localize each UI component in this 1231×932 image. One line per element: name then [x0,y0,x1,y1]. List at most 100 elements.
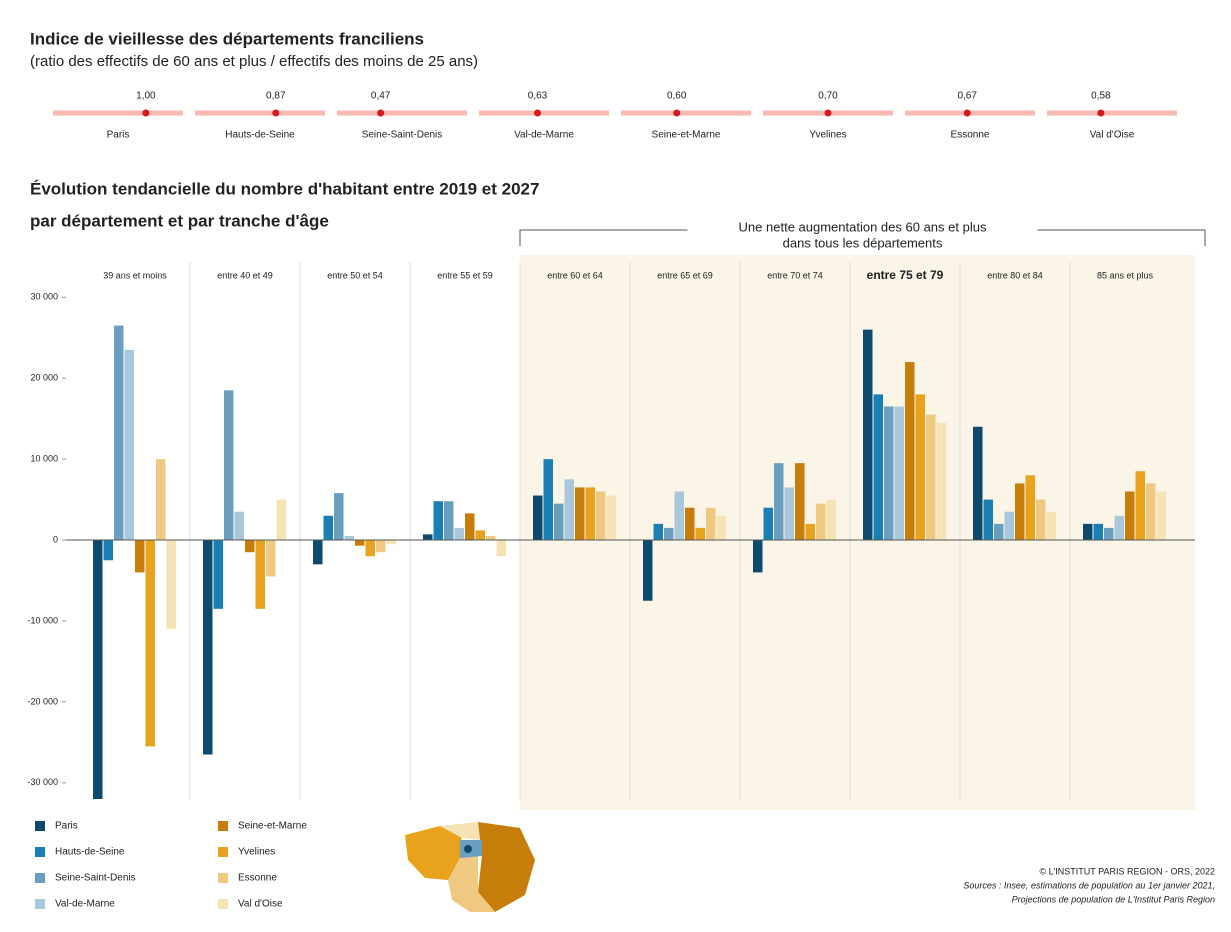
bar [763,507,773,541]
bar [323,515,333,541]
bar [444,501,454,541]
bar [1114,515,1124,541]
map-essonne [448,856,495,912]
legend-label: Seine-et-Marne [238,821,307,832]
bar [596,491,606,541]
bar [1146,483,1156,541]
dot [142,109,150,117]
bar [706,507,716,541]
category-label: Val d'Oise [1090,130,1135,141]
y-tick-label: 20 000 [30,373,58,383]
bar [905,362,915,541]
bar [255,540,265,609]
category-label: 39 ans et moins [103,270,167,280]
bar [1093,523,1103,541]
dot [377,109,385,117]
title: Indice de vieillesse des départements fr… [30,29,424,48]
shaded-area [520,255,1195,810]
category-label: Essonne [951,130,990,141]
annotation: dans tous les départements [783,235,943,250]
annotation: Une nette augmentation des 60 ans et plu… [739,219,987,234]
bar [234,511,244,541]
bar [863,329,873,541]
bar [533,495,543,541]
source: © L'INSTITUT PARIS REGION - ORS, 2022 [1039,866,1215,876]
legend-swatch [218,873,228,883]
bar [156,459,166,541]
bar [1025,475,1035,541]
legend-label: Hauts-de-Seine [55,847,125,858]
subtitle: (ratio des effectifs de 60 ans et plus /… [30,53,478,70]
category-label: entre 80 et 84 [987,270,1043,280]
source: Projections de population de L'Institut … [1012,894,1215,904]
bar [564,479,574,541]
bar [894,406,904,541]
category-label: entre 40 et 49 [217,270,273,280]
legend-swatch [218,821,228,831]
bar [423,534,433,541]
map-paris [464,845,472,853]
dot [534,109,541,117]
value-label: 0,60 [667,91,687,102]
legend-label: Seine-Saint-Denis [55,873,136,884]
category-label: Yvelines [809,130,846,141]
legend-swatch [35,847,45,857]
bar [166,540,176,630]
map-yvelines [405,826,462,880]
bar [716,515,726,541]
y-tick-label: -30 000 [27,777,58,787]
bar [805,523,815,541]
bar [365,540,375,557]
category-label: Hauts-de-Seine [225,130,295,141]
chart-title: Évolution tendancielle du nombre d'habit… [30,179,539,198]
bar [1036,499,1046,541]
bar [1156,491,1166,541]
bar [313,540,323,565]
bar [915,394,925,541]
annotation-bg [687,220,1038,252]
bar [114,325,124,541]
bar [496,540,506,557]
value-label: 0,58 [1091,91,1111,102]
bar [124,349,134,541]
bar [674,491,684,541]
bar [643,540,653,601]
dot [963,109,971,117]
bar [1135,471,1145,541]
bar [1125,491,1135,541]
legend-swatch [218,847,228,857]
source: Sources : Insee, estimations de populati… [963,880,1215,890]
legend-swatch [35,873,45,883]
bar [554,503,564,541]
dot [673,109,681,117]
bar [1004,511,1014,541]
category-label: entre 50 et 54 [327,270,383,280]
bar [355,540,365,546]
y-tick-label: 0 [53,534,58,544]
bar [575,487,585,541]
map [405,822,535,912]
category-label: Seine-Saint-Denis [362,130,443,141]
bar [245,540,255,553]
bar [266,540,276,577]
value-label: 0,47 [371,91,391,102]
bar [795,463,805,541]
legend-label: Val d'Oise [238,899,283,910]
bar [585,487,595,541]
bar [475,530,485,541]
bar [664,527,674,541]
bar [1083,523,1093,541]
bar [103,540,113,561]
bar [224,390,234,541]
bar [376,540,386,553]
map-seine-et-marne [478,822,535,912]
legend-label: Yvelines [238,847,275,858]
category-label: 85 ans et plus [1097,270,1154,280]
category-label: Val-de-Marne [514,130,574,141]
y-tick-label: 10 000 [30,453,58,463]
legend-label: Essonne [238,873,277,884]
y-tick-label: -10 000 [27,615,58,625]
bar [145,540,155,747]
bar [543,459,553,541]
value-label: 0,67 [957,91,977,102]
